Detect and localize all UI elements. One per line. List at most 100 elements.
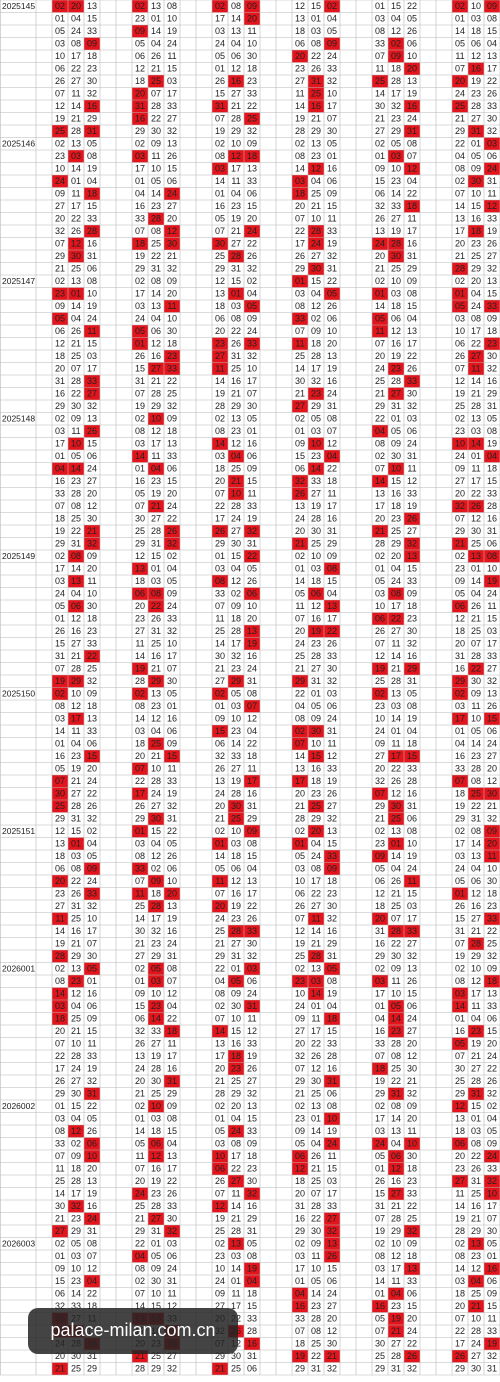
cell-number: 32 — [87, 813, 97, 823]
hit-cell — [52, 987, 68, 1000]
cell-number: 15 — [167, 1126, 177, 1136]
cell-number: 13 — [311, 138, 321, 148]
cell-number: 28 — [375, 538, 385, 548]
cell-number: 26 — [327, 1251, 337, 1261]
cell-number: 12 — [407, 163, 417, 173]
cell-number: 31 — [407, 676, 417, 686]
cell-number: 01 — [151, 13, 161, 23]
hit-cell — [388, 387, 404, 400]
cell-number: 15 — [231, 1026, 241, 1036]
cell-number: 32 — [151, 926, 161, 936]
cell-number: 29 — [391, 126, 401, 136]
hit-cell — [132, 87, 148, 100]
cell-number: 22 — [167, 826, 177, 836]
hit-cell — [452, 1137, 468, 1150]
hit-cell — [164, 750, 180, 763]
cell-number: 05 — [247, 563, 257, 573]
cell-number: 21 — [391, 888, 401, 898]
cell-number: 31 — [375, 926, 385, 936]
cell-number: 24 — [71, 26, 81, 36]
cell-number: 18 — [247, 151, 257, 161]
cell-number: 05 — [167, 576, 177, 586]
cell-number: 05 — [455, 1038, 465, 1048]
cell-number: 15 — [151, 551, 161, 561]
cell-number: 05 — [487, 1238, 497, 1248]
cell-number: 12 — [391, 788, 401, 798]
cell-number: 23 — [311, 638, 321, 648]
cell-number: 21 — [231, 1213, 241, 1223]
cell-number: 31 — [87, 251, 97, 261]
cell-number: 05 — [71, 451, 81, 461]
cell-number: 14 — [455, 1263, 465, 1273]
cell-number: 04 — [487, 451, 497, 461]
cell-number: 06 — [295, 1151, 305, 1161]
cell-number: 22 — [231, 1163, 241, 1173]
cell-number: 08 — [487, 13, 497, 23]
cell-number: 01 — [135, 976, 145, 986]
cell-number: 01 — [295, 276, 305, 286]
cell-number: 16 — [87, 988, 97, 998]
hit-cell — [212, 875, 228, 888]
cell-number: 11 — [471, 701, 480, 711]
cell-number: 06 — [55, 1288, 65, 1298]
hit-cell — [484, 575, 500, 588]
cell-number: 31 — [327, 1076, 337, 1086]
hit-cell — [452, 675, 468, 688]
cell-number: 31 — [487, 401, 497, 411]
cell-number: 15 — [327, 1026, 337, 1036]
cell-number: 14 — [231, 1263, 241, 1273]
hit-cell — [292, 312, 308, 325]
cell-number: 29 — [295, 1076, 305, 1086]
cell-number: 15 — [327, 576, 337, 586]
cell-number: 01 — [311, 1113, 321, 1123]
cell-number: 07 — [55, 1038, 65, 1048]
cell-number: 31 — [327, 951, 337, 961]
cell-number: 12 — [55, 826, 65, 836]
cell-number: 14 — [375, 88, 385, 98]
cell-number: 10 — [407, 51, 417, 61]
cell-number: 14 — [151, 288, 161, 298]
cell-number: 10 — [487, 863, 497, 873]
cell-number: 26 — [247, 1063, 257, 1073]
cell-number: 07 — [455, 63, 465, 73]
cell-number: 10 — [151, 988, 161, 998]
cell-number: 05 — [247, 413, 257, 423]
cell-number: 11 — [391, 1276, 400, 1286]
cell-number: 06 — [455, 338, 465, 348]
cell-number: 04 — [231, 188, 241, 198]
cell-number: 28 — [231, 626, 241, 636]
cell-number: 04 — [311, 1138, 321, 1148]
cell-number: 06 — [407, 813, 417, 823]
hit-cell — [164, 350, 180, 363]
cell-number: 32 — [87, 538, 97, 548]
cell-number: 21 — [295, 663, 305, 673]
cell-number: 26 — [311, 1151, 321, 1161]
cell-number: 23 — [471, 1251, 481, 1261]
hit-cell — [68, 575, 84, 588]
cell-number: 21 — [151, 63, 161, 73]
hit-cell — [52, 675, 68, 688]
cell-number: 09 — [391, 438, 401, 448]
cell-number: 09 — [71, 1151, 81, 1161]
cell-number: 19 — [55, 526, 65, 536]
cell-number: 31 — [167, 1276, 177, 1286]
cell-number: 28 — [71, 376, 81, 386]
cell-number: 27 — [231, 1176, 241, 1186]
cell-number: 03 — [135, 726, 145, 736]
hit-cell — [372, 787, 388, 800]
cell-number: 15 — [487, 1301, 497, 1311]
cell-number: 30 — [231, 1351, 241, 1361]
cell-number: 25 — [311, 1088, 321, 1098]
cell-number: 25 — [247, 113, 257, 123]
cell-number: 03 — [55, 576, 65, 586]
cell-number: 30 — [71, 1351, 81, 1361]
cell-number: 04 — [327, 588, 337, 598]
cell-number: 30 — [407, 1151, 417, 1161]
cell-number: 16 — [247, 651, 257, 661]
cell-number: 29 — [375, 1363, 385, 1373]
cell-number: 04 — [391, 563, 401, 573]
cell-number: 14 — [471, 438, 481, 448]
cell-number: 24 — [487, 738, 497, 748]
cell-number: 11 — [247, 1013, 256, 1023]
cell-number: 27 — [391, 626, 401, 636]
